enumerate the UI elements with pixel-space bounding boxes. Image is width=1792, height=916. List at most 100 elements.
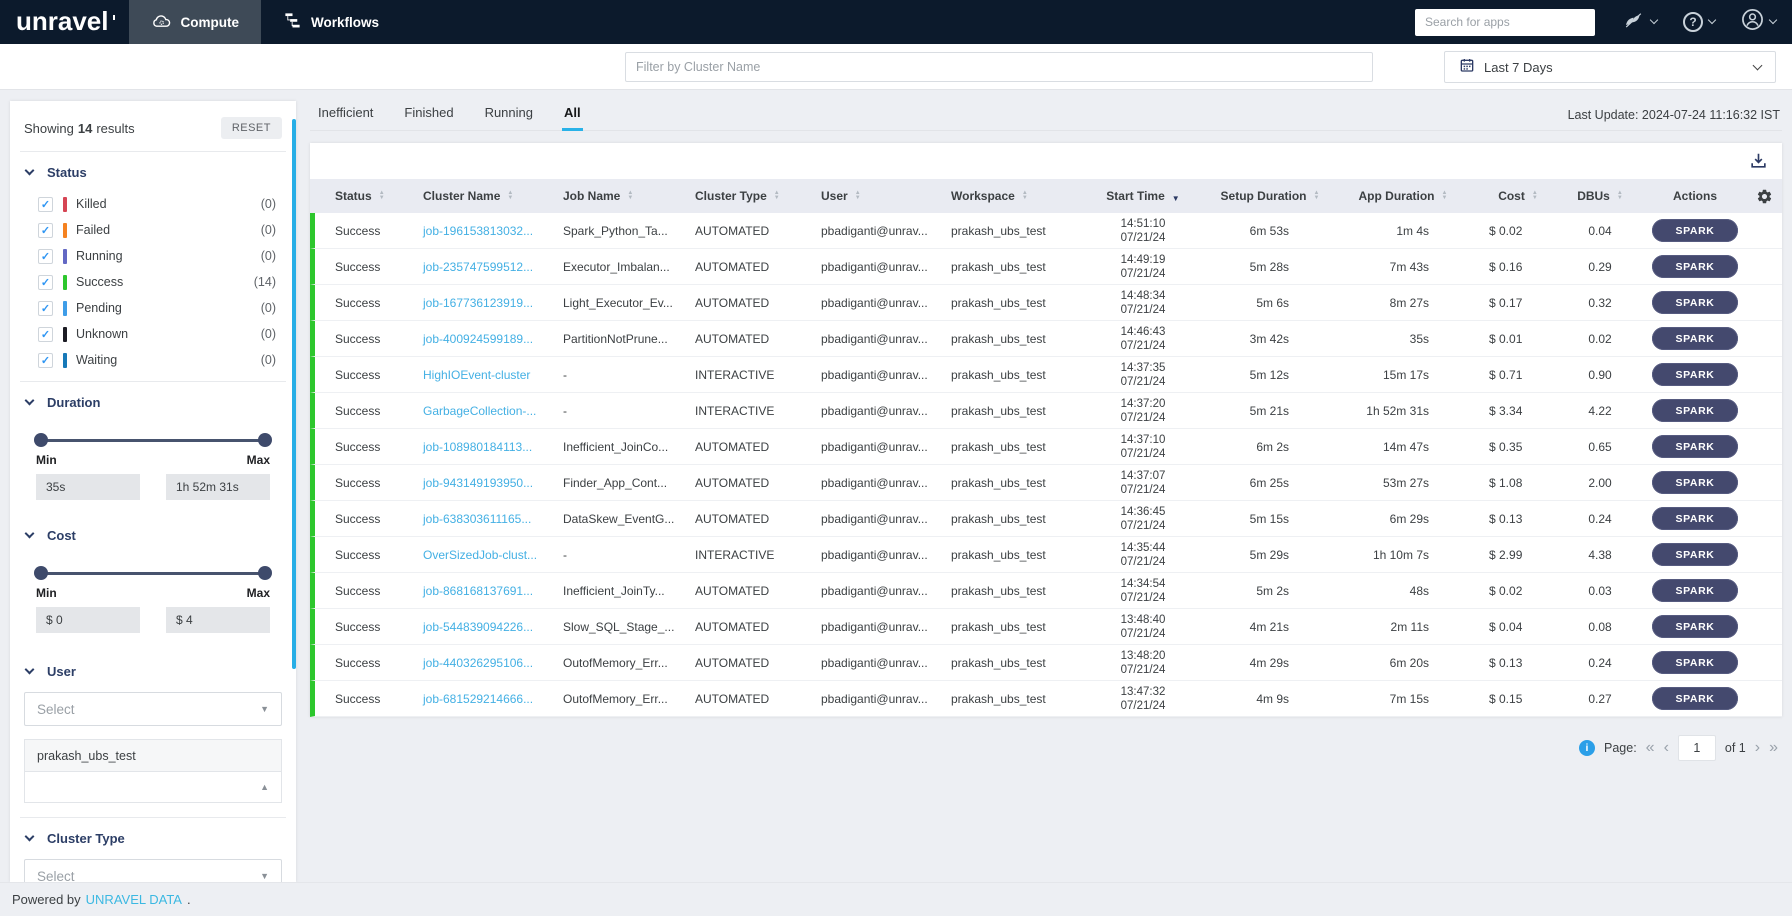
duration-min-input[interactable]: 35s [36, 474, 140, 500]
sort-icon[interactable]: ▲ ▼ [1616, 190, 1623, 201]
table-row[interactable]: Success job-167736123919... Light_Execut… [310, 285, 1782, 321]
cluster-name-link[interactable]: job-235747599512... [423, 259, 534, 274]
sort-desc-icon[interactable]: ▲▼ [1171, 194, 1180, 203]
cluster-name-link[interactable]: job-400924599189... [423, 331, 534, 346]
status-filter-item[interactable]: ✓ Running (0) [10, 243, 296, 269]
cluster-name-link[interactable]: job-440326295106... [423, 655, 534, 670]
next-page-icon[interactable]: › [1754, 739, 1761, 756]
cluster-name-link[interactable]: GarbageCollection-... [423, 403, 537, 418]
sort-icon[interactable]: ▲ ▼ [507, 190, 514, 201]
duration-min-handle[interactable] [34, 433, 48, 447]
spark-button[interactable]: SPARK [1652, 435, 1738, 458]
cluster-name-link[interactable]: job-868168137691... [423, 583, 534, 598]
spark-button[interactable]: SPARK [1652, 615, 1738, 638]
checkbox-checked-icon[interactable]: ✓ [38, 352, 53, 368]
sort-icon[interactable]: ▲ ▼ [1313, 190, 1320, 201]
last-page-icon[interactable]: » [1769, 739, 1778, 756]
spark-button[interactable]: SPARK [1652, 255, 1738, 278]
cluster-name-link[interactable]: job-638303611165... [423, 511, 532, 526]
page-number-input[interactable] [1677, 735, 1716, 761]
column-header-cluster-type[interactable]: Cluster Type ▲ ▼ [675, 189, 801, 203]
cluster-name-link[interactable]: job-943149193950... [423, 475, 534, 490]
nav-tab-compute[interactable]: Compute [128, 0, 261, 44]
cost-min-input[interactable]: $ 0 [36, 607, 140, 633]
sort-icon[interactable]: ▲ ▼ [1441, 190, 1448, 201]
cluster-name-link[interactable]: HighIOEvent-cluster [423, 367, 531, 382]
cost-section-header[interactable]: Cost [10, 515, 296, 554]
table-row[interactable]: Success job-681529214666... OutofMemory_… [310, 681, 1782, 717]
column-header-start-time[interactable]: Start Time ▲▼ [1079, 189, 1207, 203]
tab-inefficient[interactable]: Inefficient [318, 105, 374, 120]
column-header-workspace[interactable]: Workspace ▲ ▼ [931, 189, 1079, 203]
checkbox-checked-icon[interactable]: ✓ [38, 222, 53, 238]
app-search-input[interactable] [1415, 8, 1595, 36]
info-icon[interactable]: i [1579, 740, 1595, 756]
table-row[interactable]: Success job-943149193950... Finder_App_C… [310, 465, 1782, 501]
previous-page-icon[interactable]: ‹ [1663, 739, 1669, 756]
status-filter-item[interactable]: ✓ Waiting (0) [10, 347, 296, 373]
spark-button[interactable]: SPARK [1652, 471, 1738, 494]
sort-icon[interactable]: ▲ ▼ [1531, 190, 1538, 201]
column-header-cluster-name[interactable]: Cluster Name ▲ ▼ [403, 189, 543, 203]
cluster-name-link[interactable]: job-167736123919... [423, 295, 534, 310]
status-filter-item[interactable]: ✓ Success (14) [10, 269, 296, 295]
column-header-status[interactable]: Status ▲ ▼ [315, 189, 403, 203]
collapse-list-button[interactable]: ▲ [25, 772, 281, 802]
unravel-data-link[interactable]: UNRAVEL DATA [85, 892, 182, 907]
cluster-name-link[interactable]: job-108980184113... [423, 439, 533, 454]
column-header-user[interactable]: User ▲ ▼ [801, 189, 931, 203]
sort-icon[interactable]: ▲ ▼ [854, 190, 861, 201]
spark-button[interactable]: SPARK [1652, 291, 1738, 314]
tab-all[interactable]: All [562, 105, 583, 131]
status-filter-item[interactable]: ✓ Pending (0) [10, 295, 296, 321]
spark-button[interactable]: SPARK [1652, 399, 1738, 422]
cost-max-handle[interactable] [258, 566, 272, 580]
help-menu[interactable]: ? [1683, 12, 1717, 32]
sort-icon[interactable]: ▲ ▼ [627, 190, 634, 201]
table-row[interactable]: Success GarbageCollection-... - INTERACT… [310, 393, 1782, 429]
cost-max-input[interactable]: $ 4 [166, 607, 270, 633]
column-header-job-name[interactable]: Job Name ▲ ▼ [543, 189, 675, 203]
spark-button[interactable]: SPARK [1652, 543, 1738, 566]
spark-button[interactable]: SPARK [1652, 651, 1738, 674]
spark-button[interactable]: SPARK [1652, 219, 1738, 242]
status-filter-item[interactable]: ✓ Failed (0) [10, 217, 296, 243]
table-row[interactable]: Success job-544839094226... Slow_SQL_Sta… [310, 609, 1782, 645]
spark-button[interactable]: SPARK [1652, 363, 1738, 386]
sort-icon[interactable]: ▲ ▼ [378, 190, 385, 201]
download-button[interactable] [1749, 151, 1768, 173]
spark-button[interactable]: SPARK [1652, 327, 1738, 350]
checkbox-checked-icon[interactable]: ✓ [38, 274, 53, 290]
table-row[interactable]: Success job-108980184113... Inefficient_… [310, 429, 1782, 465]
table-row[interactable]: Success HighIOEvent-cluster - INTERACTIV… [310, 357, 1782, 393]
sort-icon[interactable]: ▲ ▼ [773, 190, 780, 201]
selected-user-item[interactable]: prakash_ubs_test [25, 740, 281, 772]
table-row[interactable]: Success job-440326295106... OutofMemory_… [310, 645, 1782, 681]
checkbox-checked-icon[interactable]: ✓ [38, 248, 53, 264]
cluster-name-link[interactable]: OverSizedJob-clust... [423, 547, 538, 562]
checkbox-checked-icon[interactable]: ✓ [38, 326, 53, 342]
sidebar-scrollbar[interactable] [292, 119, 296, 669]
spark-button[interactable]: SPARK [1652, 507, 1738, 530]
table-row[interactable]: Success job-868168137691... Inefficient_… [310, 573, 1782, 609]
sort-icon[interactable]: ▲ ▼ [1021, 190, 1028, 201]
status-filter-item[interactable]: ✓ Killed (0) [10, 191, 296, 217]
checkbox-checked-icon[interactable]: ✓ [38, 300, 53, 316]
user-menu[interactable] [1741, 8, 1778, 36]
apps-menu[interactable] [1621, 8, 1659, 37]
duration-max-handle[interactable] [258, 433, 272, 447]
cluster-name-link[interactable]: job-681529214666... [423, 691, 534, 706]
status-section-header[interactable]: Status [10, 152, 296, 191]
spark-button[interactable]: SPARK [1652, 687, 1738, 710]
status-filter-item[interactable]: ✓ Unknown (0) [10, 321, 296, 347]
duration-max-input[interactable]: 1h 52m 31s [166, 474, 270, 500]
cost-min-handle[interactable] [34, 566, 48, 580]
reset-button[interactable]: RESET [220, 117, 282, 139]
duration-section-header[interactable]: Duration [10, 382, 296, 421]
cluster-name-filter-input[interactable] [625, 52, 1373, 82]
table-row[interactable]: Success OverSizedJob-clust... - INTERACT… [310, 537, 1782, 573]
spark-button[interactable]: SPARK [1652, 579, 1738, 602]
column-header-cost[interactable]: Cost ▲ ▼ [1473, 189, 1563, 203]
table-row[interactable]: Success job-196153813032... Spark_Python… [310, 213, 1782, 249]
table-row[interactable]: Success job-235747599512... Executor_Imb… [310, 249, 1782, 285]
